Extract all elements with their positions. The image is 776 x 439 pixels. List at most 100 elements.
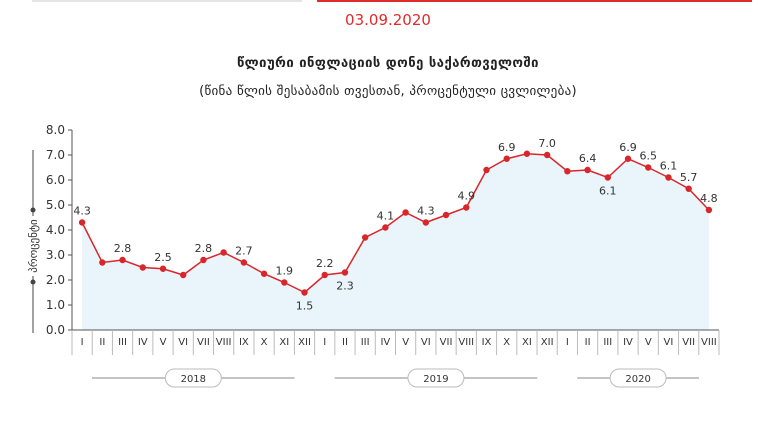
- y-axis-label: პროცენტი: [27, 219, 40, 273]
- data-point: [503, 155, 510, 162]
- x-tick-label: XI: [522, 337, 532, 348]
- y-label-gap: [26, 216, 40, 276]
- data-point: [604, 174, 611, 181]
- data-point: [382, 224, 389, 231]
- data-point: [99, 259, 106, 266]
- x-tick-label: VIII: [216, 337, 232, 348]
- x-tick-label: IV: [380, 337, 390, 348]
- y-tick-label: 3.0: [46, 248, 65, 262]
- year-label: 2019: [423, 374, 448, 385]
- data-point: [442, 211, 450, 219]
- data-point: [483, 166, 490, 174]
- data-point: [240, 259, 248, 266]
- y-tick-label: 8.0: [46, 123, 65, 137]
- x-tick-label: III: [361, 337, 370, 348]
- data-point: [705, 206, 713, 214]
- data-point: [139, 264, 146, 271]
- x-tick-label: VI: [664, 337, 674, 348]
- y-tick-label: 0.0: [46, 323, 65, 337]
- data-point: [159, 265, 167, 272]
- data-label: 7.0: [538, 137, 556, 150]
- x-tick-label: VII: [440, 337, 453, 348]
- x-tick-label: I: [81, 337, 84, 348]
- x-tick-label: V: [645, 337, 652, 348]
- data-point: [321, 271, 328, 279]
- data-point: [180, 271, 187, 279]
- year-pill: [164, 368, 222, 388]
- data-label: 1.9: [276, 265, 294, 278]
- data-label: 4.1: [377, 210, 395, 223]
- top-rule-right: [317, 0, 752, 2]
- data-point: [564, 168, 571, 175]
- top-rule-left: [32, 0, 302, 2]
- data-point: [402, 209, 409, 216]
- data-label: 4.8: [700, 192, 718, 205]
- year-label: 2018: [181, 374, 206, 385]
- y-label-dot-top: [30, 207, 36, 213]
- data-point: [543, 151, 551, 159]
- data-point: [665, 174, 672, 181]
- data-point: [685, 185, 692, 192]
- data-point: [463, 204, 470, 211]
- data-label: 6.5: [639, 150, 657, 163]
- y-label-dot-bottom: [30, 279, 36, 285]
- x-tick-label: IV: [623, 337, 633, 348]
- x-tick-label: III: [118, 337, 127, 348]
- x-tick-label: V: [160, 337, 167, 348]
- year-pill: [407, 368, 465, 388]
- data-label: 5.7: [680, 171, 698, 184]
- x-tick-label: VIII: [701, 337, 717, 348]
- x-tick-label: X: [503, 337, 510, 348]
- data-label: 2.3: [336, 280, 354, 293]
- data-label: 2.8: [114, 242, 132, 255]
- data-label: 6.9: [619, 141, 637, 154]
- data-label: 2.8: [195, 242, 213, 255]
- chart-subtitle: (წინა წლის შესაბამის თვესთან, პროცენტული…: [199, 84, 577, 99]
- year-pill: [609, 368, 667, 388]
- x-tick-label: VI: [178, 337, 188, 348]
- y-tick-label: 6.0: [46, 173, 65, 187]
- x-tick-label: X: [261, 337, 268, 348]
- data-label: 4.3: [417, 205, 435, 218]
- y-tick-label: 1.0: [46, 298, 65, 312]
- x-tick-label: XI: [279, 337, 289, 348]
- data-point: [260, 270, 268, 277]
- x-tick-label: XII: [298, 337, 311, 348]
- data-point: [119, 256, 126, 264]
- chart-title: წლიური ინფლაციის დონე საქართველოში: [236, 56, 540, 71]
- data-label: 6.9: [498, 141, 516, 154]
- data-point: [78, 219, 86, 226]
- x-tick-label: XII: [541, 337, 554, 348]
- y-tick-label: 7.0: [46, 148, 65, 162]
- x-tick-label: I: [566, 337, 569, 348]
- data-point: [341, 269, 349, 276]
- publication-date: 03.09.2020: [345, 11, 431, 29]
- x-tick-label: II: [342, 337, 348, 348]
- data-label: 6.4: [579, 152, 597, 165]
- x-tick-label: IX: [482, 337, 492, 348]
- data-label: 6.1: [660, 160, 678, 173]
- data-point: [422, 219, 430, 226]
- x-tick-label: VII: [682, 337, 695, 348]
- x-tick-label: VII: [197, 337, 210, 348]
- data-label: 1.5: [296, 300, 314, 313]
- area-fill: [82, 153, 709, 330]
- top-rule: [32, 0, 752, 2]
- x-tick-label: VIII: [458, 337, 474, 348]
- data-point: [584, 166, 591, 174]
- x-tick-label: II: [99, 337, 105, 348]
- data-point: [523, 150, 531, 157]
- data-label: 2.5: [154, 251, 172, 264]
- data-point: [361, 234, 369, 241]
- data-label: 2.2: [316, 257, 334, 270]
- x-tick-label: VI: [421, 337, 431, 348]
- data-label: 2.7: [235, 245, 253, 258]
- x-tick-label: III: [603, 337, 612, 348]
- data-point: [200, 256, 207, 264]
- data-point: [301, 289, 308, 296]
- year-label: 2020: [625, 374, 650, 385]
- y-tick-label: 4.0: [46, 223, 65, 237]
- data-label: 4.9: [458, 190, 476, 203]
- data-point: [220, 249, 227, 256]
